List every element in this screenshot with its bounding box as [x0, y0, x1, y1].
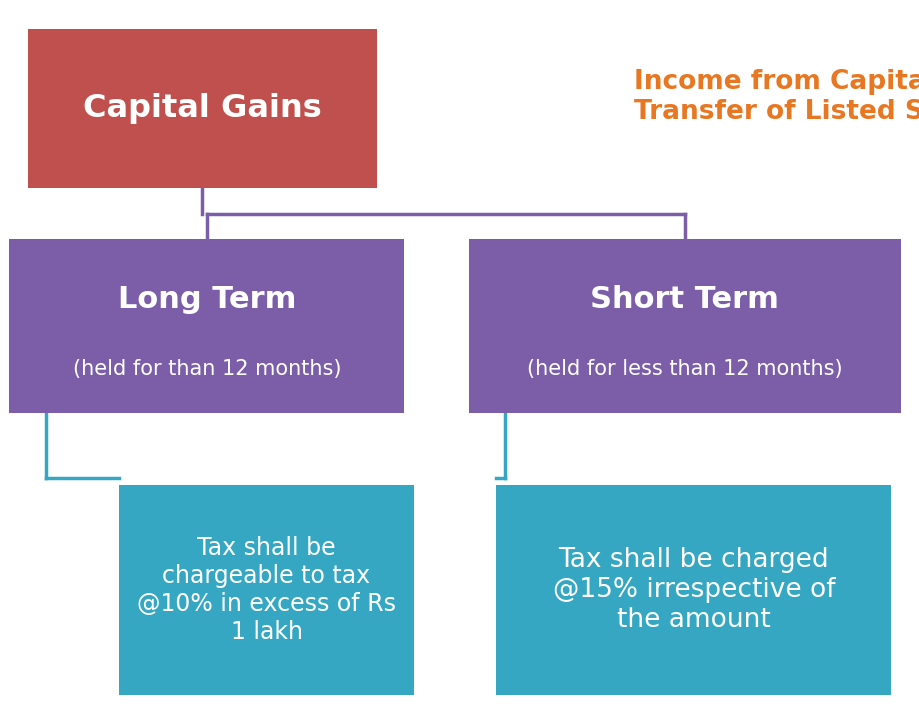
- Text: Capital Gains: Capital Gains: [83, 93, 322, 124]
- FancyBboxPatch shape: [9, 239, 404, 413]
- Text: (held for than 12 months): (held for than 12 months): [73, 359, 341, 379]
- FancyBboxPatch shape: [496, 485, 891, 695]
- Text: Income from Capital Gains on
Transfer of Listed Shares: Income from Capital Gains on Transfer of…: [634, 69, 919, 125]
- Text: Long Term: Long Term: [118, 285, 296, 314]
- FancyBboxPatch shape: [28, 29, 377, 188]
- FancyBboxPatch shape: [119, 485, 414, 695]
- Text: Tax shall be charged
@15% irrespective of
the amount: Tax shall be charged @15% irrespective o…: [552, 547, 835, 633]
- Text: Short Term: Short Term: [590, 285, 779, 314]
- FancyBboxPatch shape: [469, 239, 901, 413]
- Text: Tax shall be
chargeable to tax
@10% in excess of Rs
1 lakh: Tax shall be chargeable to tax @10% in e…: [137, 536, 396, 644]
- Text: (held for less than 12 months): (held for less than 12 months): [527, 359, 843, 379]
